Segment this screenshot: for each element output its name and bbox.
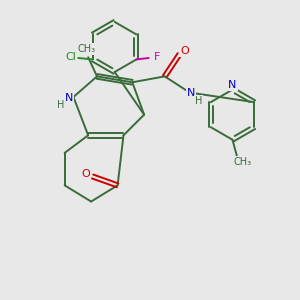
Text: Cl: Cl bbox=[65, 52, 76, 61]
Text: F: F bbox=[154, 52, 160, 61]
Text: H: H bbox=[195, 96, 202, 106]
Text: N: N bbox=[65, 93, 73, 103]
Text: CH₃: CH₃ bbox=[234, 157, 252, 167]
Text: O: O bbox=[180, 46, 189, 56]
Text: N: N bbox=[228, 80, 237, 90]
Text: N: N bbox=[187, 88, 195, 98]
Text: O: O bbox=[82, 169, 91, 178]
Text: H: H bbox=[57, 100, 65, 110]
Text: CH₃: CH₃ bbox=[78, 44, 96, 54]
